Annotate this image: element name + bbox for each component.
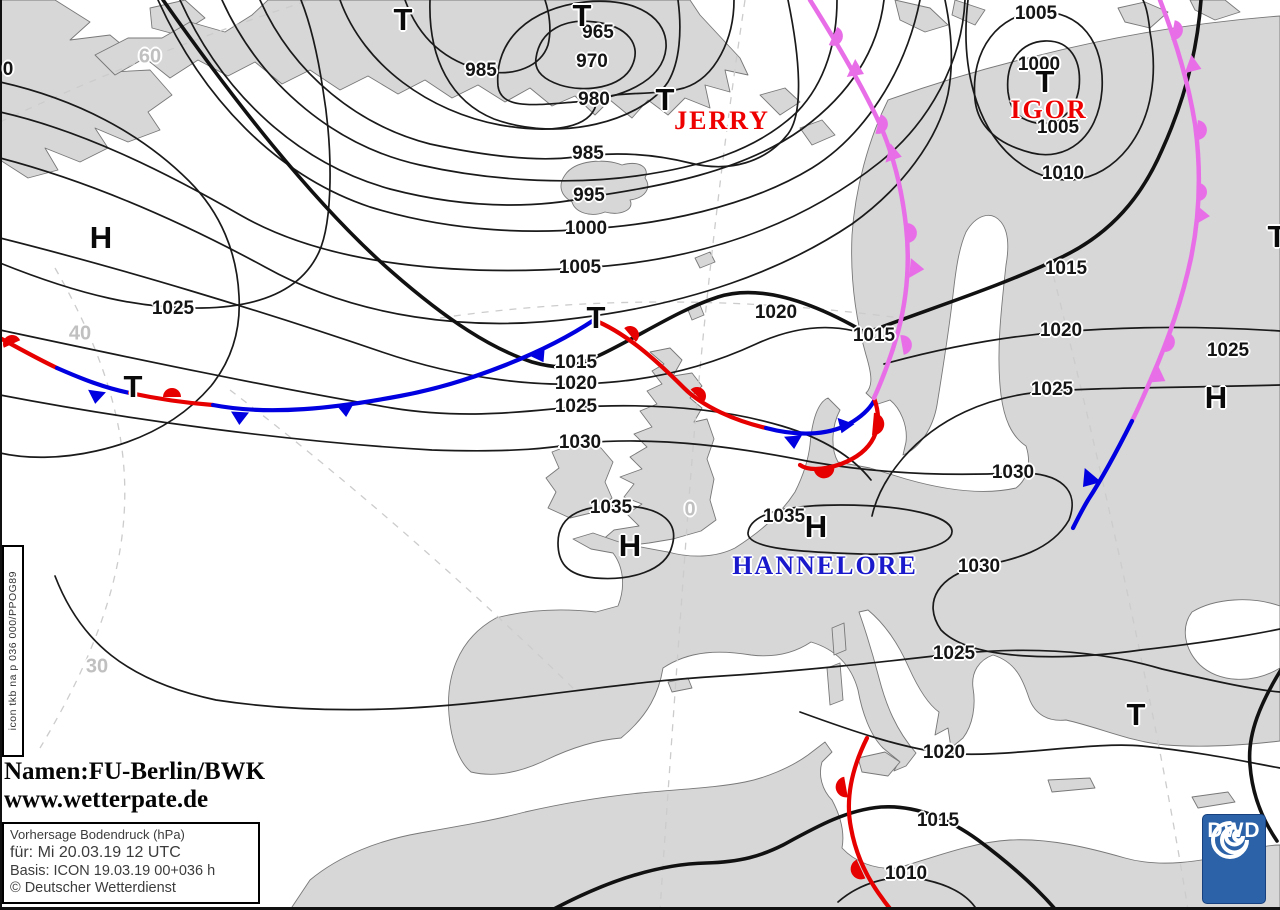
watermark-url: www.wetterpate.de xyxy=(4,786,209,813)
product-code-box: icon tkb na p 036 000/PPOG89 xyxy=(2,545,24,757)
land-svalbard xyxy=(951,0,986,26)
info-product-title: Vorhersage Bodendruck (hPa) xyxy=(10,827,185,842)
land-cyprus xyxy=(1191,791,1236,809)
info-model-basis: Basis: ICON 19.03.19 00+036 h xyxy=(10,863,216,879)
land-ireland xyxy=(545,441,614,519)
land-crete xyxy=(1047,777,1096,793)
land-island xyxy=(1189,0,1241,21)
land-africa xyxy=(289,741,1280,910)
product-code: icon tkb na p 036 000/PPOG89 xyxy=(7,571,19,731)
info-copyright: © Deutscher Wetterdienst xyxy=(10,880,176,896)
land-island xyxy=(799,119,836,146)
cold-front-segment xyxy=(54,365,133,396)
forecast-info-box: Vorhersage Bodendruck (hPa) für: Mi 20.0… xyxy=(2,822,260,904)
warm-front-segment xyxy=(591,317,769,431)
land-island xyxy=(759,87,801,116)
land-eurasia xyxy=(448,15,1280,775)
land-corsica xyxy=(831,622,847,656)
land-sicily xyxy=(857,751,901,777)
watermark-names: Namen:FU-Berlin/BWK xyxy=(4,758,266,785)
land-svalbard xyxy=(894,0,949,33)
info-valid-time: für: Mi 20.03.19 12 UTC xyxy=(10,844,181,861)
warm-front-segment xyxy=(846,735,894,910)
land-island xyxy=(1117,1,1169,29)
warm-front-segment xyxy=(127,390,216,408)
dwd-logo: DWD xyxy=(1202,814,1266,904)
watermark: Namen:FU-Berlin/BWK www.wetterpate.de xyxy=(4,758,265,814)
land-iceland xyxy=(560,160,649,215)
land-faroe xyxy=(694,251,716,269)
land-sardinia xyxy=(826,662,844,706)
cyclone-spiral-icon xyxy=(1211,821,1249,859)
cold-front-segment xyxy=(1070,418,1135,531)
